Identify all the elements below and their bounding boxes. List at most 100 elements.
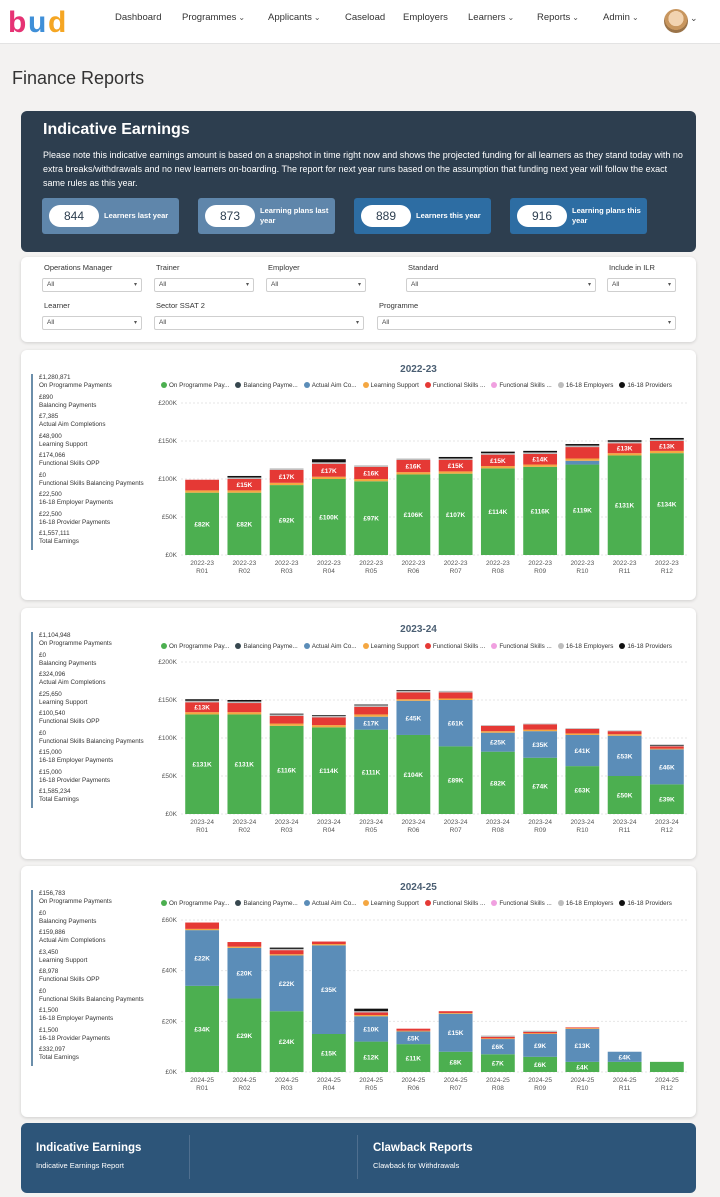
bar-segment[interactable] bbox=[607, 735, 642, 776]
bar-segment[interactable] bbox=[354, 1041, 389, 1072]
legend-item[interactable]: Functional Skills ... bbox=[491, 643, 552, 650]
bar-segment[interactable] bbox=[438, 1051, 473, 1072]
legend-item[interactable]: Actual Aim Co... bbox=[303, 900, 357, 907]
bar-segment[interactable] bbox=[185, 492, 220, 555]
bar-segment[interactable] bbox=[227, 946, 262, 948]
nav-item-learners[interactable]: Learners ⌄ bbox=[468, 12, 514, 23]
bar-segment[interactable] bbox=[354, 479, 389, 482]
bar-segment[interactable] bbox=[523, 731, 558, 758]
bar-segment[interactable] bbox=[185, 490, 220, 493]
bar-segment[interactable] bbox=[269, 948, 304, 951]
legend-item[interactable]: On Programme Pay... bbox=[161, 643, 229, 650]
bar-segment[interactable] bbox=[649, 441, 684, 451]
bar-segment[interactable] bbox=[311, 459, 346, 463]
legend-item[interactable]: Functional Skills ... bbox=[424, 382, 485, 389]
bar-segment[interactable] bbox=[269, 485, 304, 555]
bar-segment[interactable] bbox=[311, 1034, 346, 1072]
bar-segment[interactable] bbox=[311, 727, 346, 814]
bar-segment[interactable] bbox=[649, 1061, 684, 1072]
bar-segment[interactable] bbox=[311, 725, 346, 728]
bar-segment[interactable] bbox=[269, 715, 304, 724]
bar-segment[interactable] bbox=[523, 1034, 558, 1057]
bar-segment[interactable] bbox=[649, 749, 684, 785]
bar-segment[interactable] bbox=[311, 463, 346, 477]
bar-segment[interactable] bbox=[185, 699, 220, 701]
bar-segment[interactable] bbox=[438, 690, 473, 693]
bar-segment[interactable] bbox=[649, 437, 684, 440]
bar-segment[interactable] bbox=[354, 704, 389, 706]
bar-segment[interactable] bbox=[607, 455, 642, 555]
bar-segment[interactable] bbox=[565, 728, 600, 734]
legend-item[interactable]: Functional Skills ... bbox=[491, 900, 552, 907]
bar-segment[interactable] bbox=[396, 472, 431, 475]
bar-segment[interactable] bbox=[607, 443, 642, 454]
bar-segment[interactable] bbox=[269, 723, 304, 726]
bar-segment[interactable] bbox=[269, 1011, 304, 1072]
nav-item-reports[interactable]: Reports ⌄ bbox=[537, 12, 579, 23]
bar-segment[interactable] bbox=[649, 784, 684, 814]
bar-segment[interactable] bbox=[354, 465, 389, 467]
bar-segment[interactable] bbox=[185, 928, 220, 931]
bar-segment[interactable] bbox=[227, 998, 262, 1072]
bar-segment[interactable] bbox=[269, 725, 304, 814]
bar-segment[interactable] bbox=[438, 1013, 473, 1052]
legend-item[interactable]: Balancing Payme... bbox=[235, 643, 298, 650]
bar-segment[interactable] bbox=[185, 714, 220, 814]
bar-segment[interactable] bbox=[649, 453, 684, 555]
bar-segment[interactable] bbox=[607, 1061, 642, 1072]
legend-item[interactable]: Actual Aim Co... bbox=[303, 643, 357, 650]
bar-segment[interactable] bbox=[565, 444, 600, 446]
bar-segment[interactable] bbox=[480, 1035, 515, 1037]
bar-segment[interactable] bbox=[565, 766, 600, 814]
bar-segment[interactable] bbox=[396, 1031, 431, 1045]
bar-segment[interactable] bbox=[227, 703, 262, 713]
legend-item[interactable]: On Programme Pay... bbox=[161, 382, 229, 389]
bar-segment[interactable] bbox=[354, 716, 389, 730]
nav-item-dashboard[interactable]: Dashboard bbox=[115, 12, 161, 23]
bar-segment[interactable] bbox=[438, 460, 473, 472]
legend-item[interactable]: Balancing Payme... bbox=[235, 382, 298, 389]
bar-segment[interactable] bbox=[227, 475, 262, 478]
legend-item[interactable]: 16-18 Providers bbox=[619, 900, 672, 907]
bar-segment[interactable] bbox=[354, 466, 389, 479]
bar-segment[interactable] bbox=[227, 712, 262, 715]
bar-segment[interactable] bbox=[523, 1056, 558, 1072]
bar-segment[interactable] bbox=[227, 700, 262, 702]
bar-segment[interactable] bbox=[438, 473, 473, 555]
bar-segment[interactable] bbox=[523, 452, 558, 454]
bar-segment[interactable] bbox=[227, 490, 262, 493]
employer-select[interactable]: All ▾ bbox=[266, 278, 366, 292]
bar-segment[interactable] bbox=[311, 717, 346, 726]
bar-segment[interactable] bbox=[354, 1008, 389, 1012]
include-in-ilr-select[interactable]: All ▾ bbox=[607, 278, 676, 292]
bar-segment[interactable] bbox=[649, 745, 684, 747]
nav-item-employers[interactable]: Employers bbox=[403, 12, 448, 23]
legend-item[interactable]: Learning Support bbox=[362, 643, 419, 650]
bar-segment[interactable] bbox=[185, 985, 220, 1072]
bar-segment[interactable] bbox=[565, 728, 600, 729]
bar-segment[interactable] bbox=[438, 746, 473, 814]
bar-segment[interactable] bbox=[227, 942, 262, 947]
bar-segment[interactable] bbox=[396, 474, 431, 555]
bar-segment[interactable] bbox=[649, 450, 684, 454]
bar-segment[interactable] bbox=[438, 700, 473, 747]
bar-segment[interactable] bbox=[396, 1028, 431, 1031]
bar-segment[interactable] bbox=[396, 1044, 431, 1072]
bar-segment[interactable] bbox=[269, 947, 304, 949]
bar-segment[interactable] bbox=[311, 476, 346, 479]
bar-segment[interactable] bbox=[565, 447, 600, 459]
bar-segment[interactable] bbox=[523, 729, 558, 732]
bar-segment[interactable] bbox=[438, 1012, 473, 1014]
bar-segment[interactable] bbox=[185, 930, 220, 986]
bar-segment[interactable] bbox=[565, 1028, 600, 1062]
bar-segment[interactable] bbox=[523, 723, 558, 725]
nav-item-admin[interactable]: Admin ⌄ bbox=[603, 12, 639, 23]
bar-segment[interactable] bbox=[396, 692, 431, 700]
bar-segment[interactable] bbox=[565, 464, 600, 555]
bar-segment[interactable] bbox=[354, 714, 389, 717]
legend-item[interactable]: On Programme Pay... bbox=[161, 900, 229, 907]
bar-segment[interactable] bbox=[607, 731, 642, 735]
bar-segment[interactable] bbox=[438, 471, 473, 474]
bar-segment[interactable] bbox=[480, 725, 515, 732]
bar-segment[interactable] bbox=[396, 700, 431, 735]
